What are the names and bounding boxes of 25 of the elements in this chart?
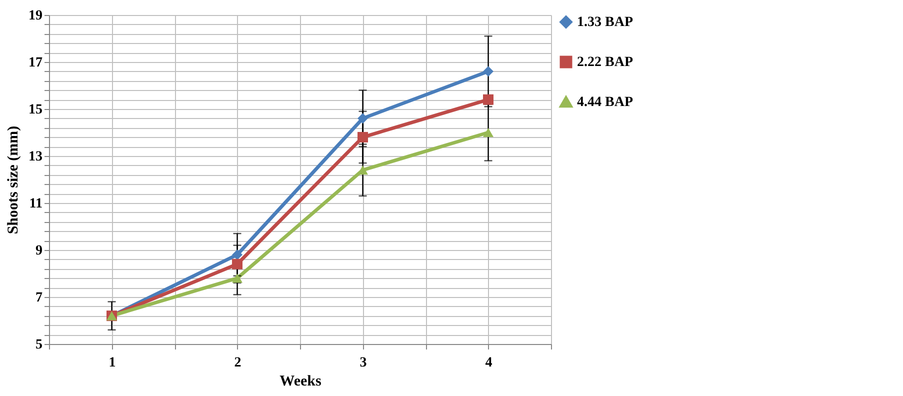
y-tick-label: 19 (28, 8, 42, 24)
y-tick-label: 15 (28, 102, 42, 118)
x-tick-label: 4 (485, 356, 492, 370)
y-tick-label: 13 (28, 150, 42, 164)
point (232, 258, 242, 270)
y-tick-label: 11 (29, 196, 42, 212)
point (483, 94, 494, 105)
y-tick-label: 17 (28, 56, 42, 70)
point (358, 132, 368, 142)
legend-label: 4.44 BAP (577, 95, 634, 110)
legend-label: 2.22 BAP (577, 55, 634, 70)
y-tick-label: 9 (36, 244, 42, 258)
x-tick-label: 1 (108, 356, 116, 370)
y-axis-title: Shoots size (mm) (6, 126, 22, 234)
point (232, 274, 242, 283)
x-tick-label: 3 (360, 356, 367, 370)
y-tick-label: 5 (36, 338, 42, 352)
point (232, 249, 242, 260)
legend-label: 1.33 BAP (577, 15, 634, 30)
point (483, 66, 494, 77)
y-tick-label: 7 (36, 290, 42, 306)
x-axis-title: Weeks (280, 374, 322, 390)
point (483, 128, 494, 138)
x-tick-label: 2 (234, 356, 242, 370)
point (358, 113, 368, 124)
